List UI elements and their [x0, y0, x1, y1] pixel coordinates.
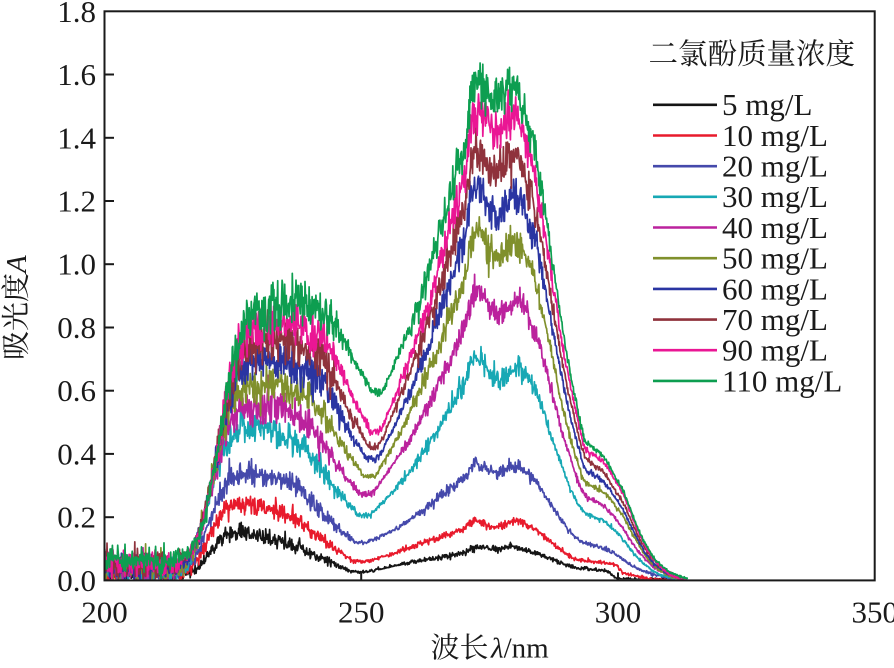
svg-text:1.4: 1.4	[57, 120, 96, 155]
svg-text:1.8: 1.8	[57, 0, 96, 29]
svg-text:20 mg/L: 20 mg/L	[722, 149, 828, 184]
svg-text:90 mg/L: 90 mg/L	[722, 333, 828, 368]
svg-text:0.6: 0.6	[57, 373, 96, 408]
svg-text:300: 300	[595, 595, 642, 630]
svg-text:0.4: 0.4	[57, 436, 96, 471]
svg-text:350: 350	[851, 595, 894, 630]
svg-text:0.0: 0.0	[57, 563, 96, 598]
svg-text:250: 250	[338, 595, 385, 630]
svg-text:1.0: 1.0	[57, 247, 96, 282]
svg-text:70 mg/L: 70 mg/L	[722, 302, 828, 337]
svg-text:1.6: 1.6	[57, 57, 96, 92]
svg-text:5 mg/L: 5 mg/L	[722, 87, 812, 122]
svg-text:30 mg/L: 30 mg/L	[722, 179, 828, 214]
svg-text:200: 200	[81, 595, 128, 630]
svg-text:λ/nm: λ/nm	[490, 633, 549, 664]
svg-text:40 mg/L: 40 mg/L	[722, 210, 828, 245]
svg-text:0.2: 0.2	[57, 500, 96, 535]
svg-text:0.8: 0.8	[57, 310, 96, 345]
svg-text:60 mg/L: 60 mg/L	[722, 271, 828, 306]
svg-text:110 mg/L: 110 mg/L	[722, 363, 842, 398]
svg-text:10 mg/L: 10 mg/L	[722, 118, 828, 153]
svg-text:A: A	[1, 255, 33, 275]
svg-text:50 mg/L: 50 mg/L	[722, 241, 828, 276]
svg-text:1.2: 1.2	[57, 184, 96, 219]
